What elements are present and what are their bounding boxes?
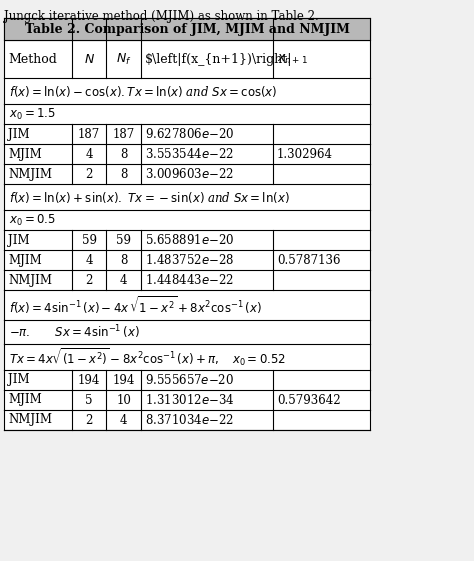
Text: 2: 2 xyxy=(85,274,93,287)
Text: 4: 4 xyxy=(120,274,128,287)
Text: $f(x) = \ln(x)+\sin(x).$ $Tx = -\sin(x)$ and $Sx = \ln(x)$: $f(x) = \ln(x)+\sin(x).$ $Tx = -\sin(x)$… xyxy=(9,190,290,205)
Text: 9.627806$e$−20: 9.627806$e$−20 xyxy=(145,127,235,141)
Text: $x_0 = 1.5$: $x_0 = 1.5$ xyxy=(9,107,56,122)
Text: 2: 2 xyxy=(85,168,93,181)
Text: 1.313012$e$−34: 1.313012$e$−34 xyxy=(145,393,235,407)
Text: 59: 59 xyxy=(116,233,131,246)
Text: 10: 10 xyxy=(117,393,131,407)
Polygon shape xyxy=(4,124,370,144)
Text: NMJIM: NMJIM xyxy=(8,274,52,287)
Text: 2: 2 xyxy=(85,413,93,426)
Text: $x_{n+1}$: $x_{n+1}$ xyxy=(277,52,308,66)
Text: $Tx = 4x\sqrt{(1 - x^2)}-8x^2\cos^{-1}(x) + \pi,\quad x_0 = 0.52$: $Tx = 4x\sqrt{(1 - x^2)}-8x^2\cos^{-1}(x… xyxy=(9,346,286,368)
Text: 9.555657$e$−20: 9.555657$e$−20 xyxy=(145,373,234,387)
Text: $f(x) = 4\sin^{-1}(x)-4x\,\sqrt{1-x^2}+8x^2\cos^{-1}(x)$: $f(x) = 4\sin^{-1}(x)-4x\,\sqrt{1-x^2}+8… xyxy=(9,294,262,316)
Text: 3.553544$e$−22: 3.553544$e$−22 xyxy=(145,147,234,161)
Text: NMJIM: NMJIM xyxy=(8,168,52,181)
Text: $x_0 = 0.5$: $x_0 = 0.5$ xyxy=(9,213,56,228)
Text: 8: 8 xyxy=(120,254,128,266)
Polygon shape xyxy=(4,144,370,164)
Text: 8: 8 xyxy=(120,148,128,160)
Text: MJIM: MJIM xyxy=(8,254,42,266)
Text: 1.483752$e$−28: 1.483752$e$−28 xyxy=(145,253,235,267)
Text: $N$: $N$ xyxy=(83,53,95,66)
Text: $\left|f(x_{n+1})\right|: $\left|f(x_{n+1})\right| xyxy=(145,53,293,66)
Text: JIM: JIM xyxy=(8,374,29,387)
Text: 8: 8 xyxy=(120,168,128,181)
Text: JIM: JIM xyxy=(8,127,29,140)
Text: 5.658891$e$−20: 5.658891$e$−20 xyxy=(145,233,235,247)
Text: JIM: JIM xyxy=(8,233,29,246)
Polygon shape xyxy=(4,230,370,250)
Text: Method: Method xyxy=(8,53,57,66)
Polygon shape xyxy=(4,164,370,184)
Polygon shape xyxy=(4,184,370,210)
Text: 1.448443$e$−22: 1.448443$e$−22 xyxy=(145,273,234,287)
Text: 194: 194 xyxy=(78,374,100,387)
Text: NMJIM: NMJIM xyxy=(8,413,52,426)
Text: 3.009603$e$−22: 3.009603$e$−22 xyxy=(145,167,234,181)
Text: 0.5787136: 0.5787136 xyxy=(277,254,340,266)
Text: MJIM: MJIM xyxy=(8,148,42,160)
Polygon shape xyxy=(4,390,370,410)
Text: 187: 187 xyxy=(78,127,100,140)
Text: 8.371034$e$−22: 8.371034$e$−22 xyxy=(145,413,234,427)
Text: 194: 194 xyxy=(113,374,135,387)
Polygon shape xyxy=(4,104,370,124)
Text: 4: 4 xyxy=(85,148,93,160)
Polygon shape xyxy=(4,344,370,370)
Text: 4: 4 xyxy=(120,413,128,426)
Text: Table 2. Comparison of JIM, MJIM and NMJIM: Table 2. Comparison of JIM, MJIM and NMJ… xyxy=(25,22,349,35)
Text: 4: 4 xyxy=(85,254,93,266)
Text: Jungck iterative method (MJIM) as shown in Table 2.: Jungck iterative method (MJIM) as shown … xyxy=(4,10,319,23)
Polygon shape xyxy=(4,210,370,230)
Polygon shape xyxy=(4,18,370,430)
Polygon shape xyxy=(4,78,370,104)
Polygon shape xyxy=(4,18,370,40)
Text: $N_f$: $N_f$ xyxy=(116,52,132,67)
Polygon shape xyxy=(4,320,370,344)
Text: 59: 59 xyxy=(82,233,97,246)
Polygon shape xyxy=(4,270,370,290)
Text: $f(x) = \ln(x)-\cos(x).Tx = \ln(x)$ and $Sx = \cos(x)$: $f(x) = \ln(x)-\cos(x).Tx = \ln(x)$ and … xyxy=(9,84,278,99)
Text: MJIM: MJIM xyxy=(8,393,42,407)
Text: $-\pi.\quad\quad Sx = 4\sin^{-1}(x)$: $-\pi.\quad\quad Sx = 4\sin^{-1}(x)$ xyxy=(9,323,140,341)
Polygon shape xyxy=(4,410,370,430)
Text: 187: 187 xyxy=(113,127,135,140)
Text: 1.302964: 1.302964 xyxy=(277,148,333,160)
Polygon shape xyxy=(4,370,370,390)
Text: 0.5793642: 0.5793642 xyxy=(277,393,341,407)
Polygon shape xyxy=(4,250,370,270)
Text: 5: 5 xyxy=(85,393,93,407)
Polygon shape xyxy=(4,290,370,320)
